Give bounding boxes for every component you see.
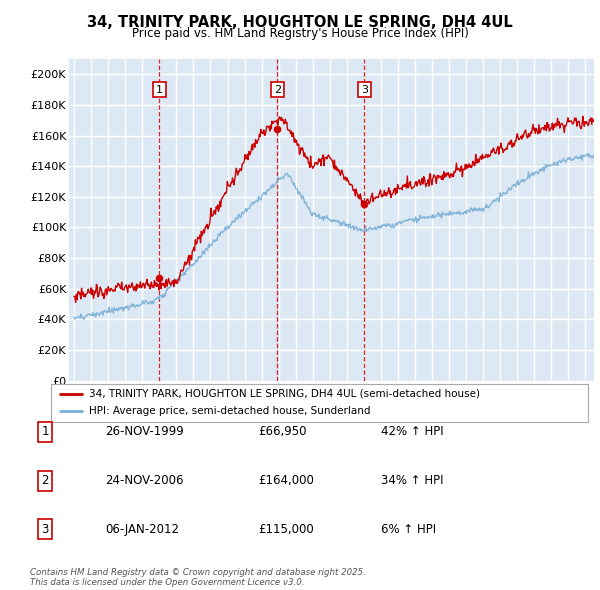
Text: £164,000: £164,000	[258, 474, 314, 487]
Text: 42% ↑ HPI: 42% ↑ HPI	[381, 425, 443, 438]
Text: 3: 3	[361, 84, 368, 94]
Text: 06-JAN-2012: 06-JAN-2012	[105, 523, 179, 536]
Text: 1: 1	[156, 84, 163, 94]
Text: HPI: Average price, semi-detached house, Sunderland: HPI: Average price, semi-detached house,…	[89, 407, 370, 417]
Text: 2: 2	[274, 84, 281, 94]
Text: 34% ↑ HPI: 34% ↑ HPI	[381, 474, 443, 487]
Text: £115,000: £115,000	[258, 523, 314, 536]
Text: 34, TRINITY PARK, HOUGHTON LE SPRING, DH4 4UL: 34, TRINITY PARK, HOUGHTON LE SPRING, DH…	[87, 15, 513, 30]
Text: 34, TRINITY PARK, HOUGHTON LE SPRING, DH4 4UL (semi-detached house): 34, TRINITY PARK, HOUGHTON LE SPRING, DH…	[89, 389, 479, 399]
Text: 6% ↑ HPI: 6% ↑ HPI	[381, 523, 436, 536]
Text: 2: 2	[41, 474, 49, 487]
Text: 1: 1	[41, 425, 49, 438]
Text: Price paid vs. HM Land Registry's House Price Index (HPI): Price paid vs. HM Land Registry's House …	[131, 27, 469, 40]
Text: 26-NOV-1999: 26-NOV-1999	[105, 425, 184, 438]
Text: 3: 3	[41, 523, 49, 536]
Text: 24-NOV-2006: 24-NOV-2006	[105, 474, 184, 487]
Text: Contains HM Land Registry data © Crown copyright and database right 2025.
This d: Contains HM Land Registry data © Crown c…	[30, 568, 366, 587]
Text: £66,950: £66,950	[258, 425, 307, 438]
